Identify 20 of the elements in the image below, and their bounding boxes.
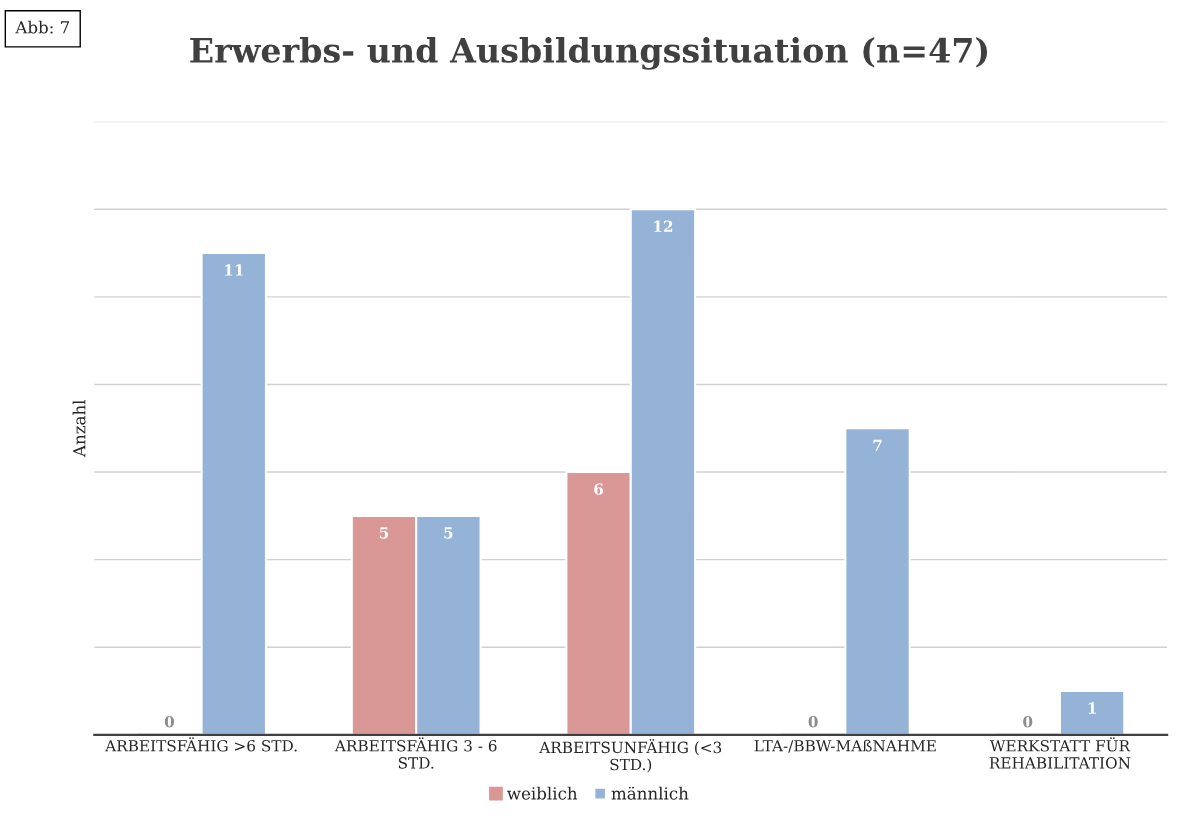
data-label: 11 — [225, 264, 243, 276]
data-label: 6 — [594, 483, 604, 495]
data-label: 0 — [164, 715, 175, 728]
x-tick-label: LTA-/BBW-MAßNAHME — [754, 739, 936, 753]
data-label: 5 — [379, 527, 389, 539]
data-label: 12 — [654, 220, 673, 232]
data-label: 7 — [873, 439, 882, 451]
y-axis-title: Anzahl — [72, 399, 86, 458]
x-tick-label: ARBEITSFÄHIG >6 STD. — [105, 737, 297, 752]
legend-label: weiblich — [507, 786, 578, 800]
chart-title: Erwerbs- und Ausbildungssituation (n=47) — [190, 37, 988, 70]
x-tick-label: ARBEITSUNFÄHIG (<3 STD.) — [539, 738, 722, 773]
x-tick-label: WERKSTATT FÜR REHABILITATION — [989, 737, 1131, 769]
data-label: 0 — [1023, 715, 1033, 728]
legend-label: männlich — [611, 786, 689, 800]
x-tick-label: ARBEITSFÄHIG 3 - 6 STD. — [334, 737, 497, 769]
data-label: 0 — [808, 715, 818, 728]
data-label: 5 — [444, 527, 453, 539]
text: Abb: 7 — [15, 20, 70, 34]
data-label: 1 — [1088, 702, 1096, 714]
